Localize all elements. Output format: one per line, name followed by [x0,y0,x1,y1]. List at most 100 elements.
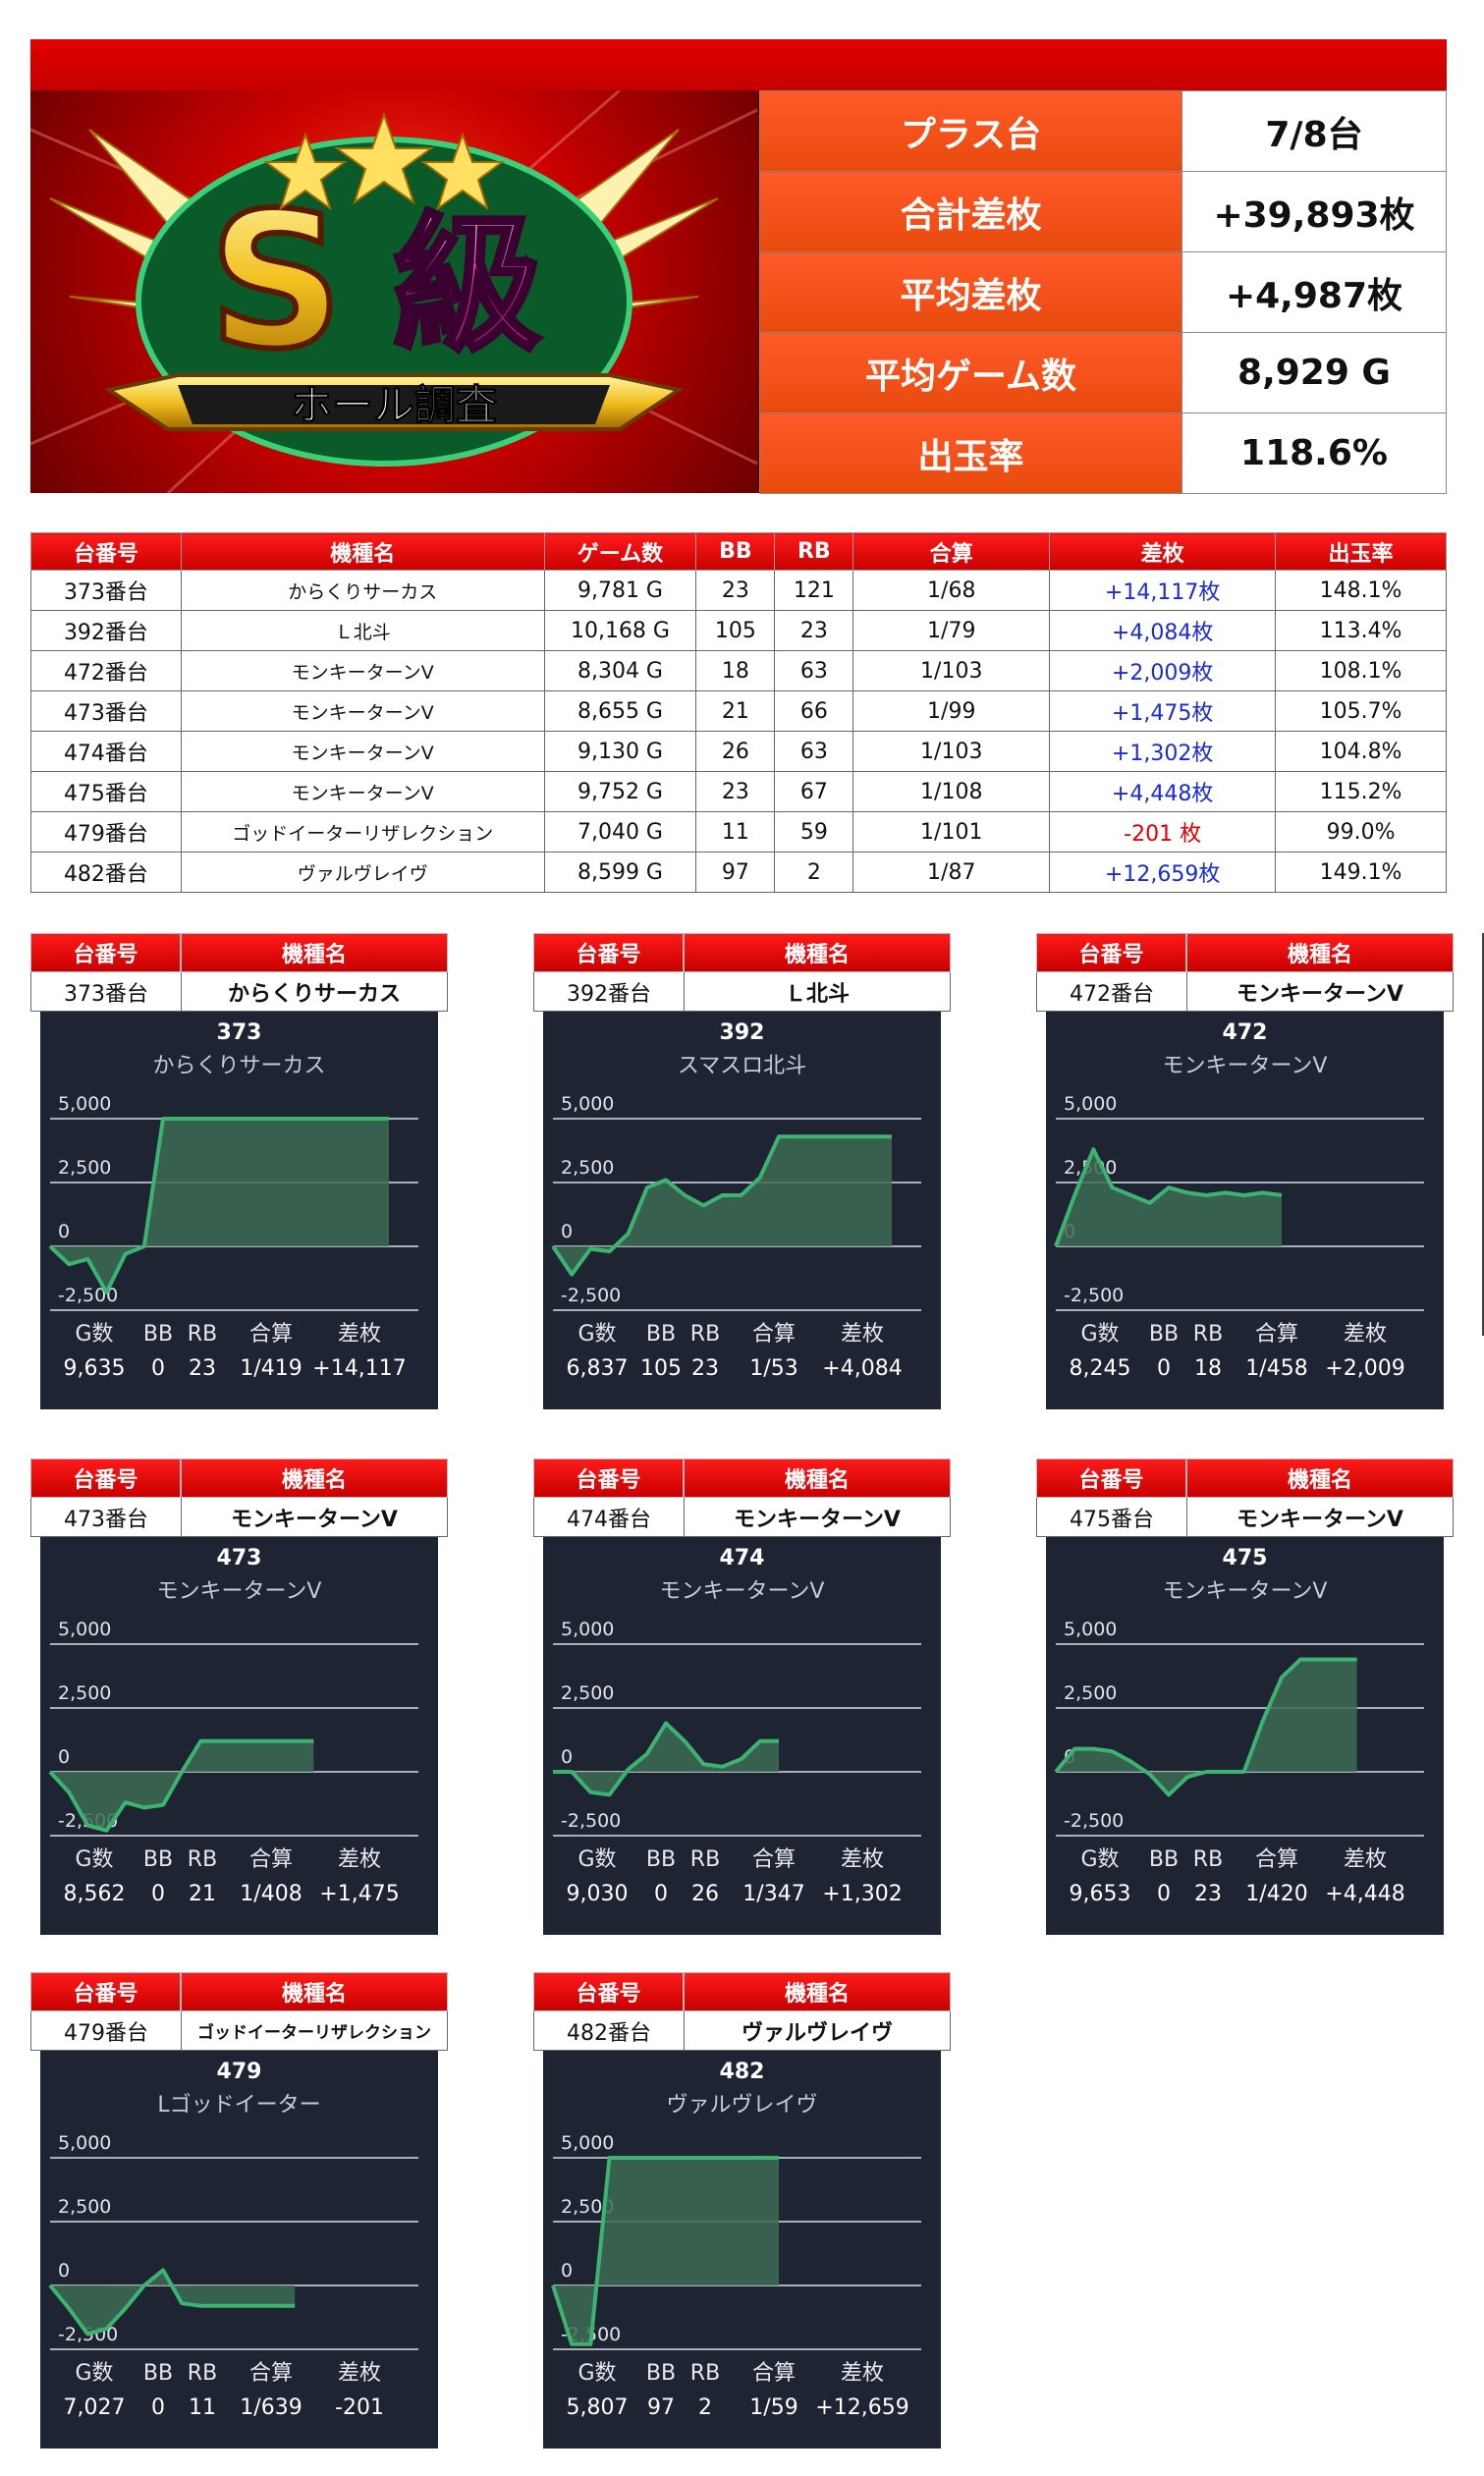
stat-value: 5,807 [567,2395,629,2420]
table-cell: +1,475枚 [1049,690,1277,732]
table-cell: モンキーターンV [180,731,545,772]
y-tick-label: 5,000 [58,1619,111,1640]
table-cell: 1/68 [852,570,1051,611]
card-model-name: からくりサーカス [227,981,401,1007]
card-model-name: モンキーターンV [1237,981,1403,1007]
table-cell: ヴァルヴレイヴ [180,852,545,893]
stat-value: 0 [654,1882,668,1906]
chart-title: 373 [217,1020,262,1045]
card-header-number: 台番号 [1036,1458,1186,1498]
table-cell: 21 [695,690,776,732]
card-model-name: ゴッドイーターリザレクション [197,2023,431,2043]
table-cell: 1/79 [852,610,1051,651]
machine-chart-card: 台番号 機種名 474番台 モンキーターンV 474 モンキーターンV 5,000 2,500… [533,1458,951,1935]
series-area [553,1136,892,1275]
stat-label: 合算 [752,1322,796,1347]
table-cell: 149.1% [1275,852,1447,893]
summary-value: 8,929 G [1182,332,1447,413]
stat-label: 合算 [249,1847,293,1872]
table-cell: 1/99 [852,690,1051,732]
table-row: 475番台 モンキーターンV 9,752 G 23 67 1/108 +4,448枚 115.… [30,771,1447,812]
y-tick-label: 5,000 [561,1093,614,1115]
table-cell: 9,130 G [543,731,697,772]
machine-chart-card: 台番号機種名482番台ヴァルヴレイヴ482ヴァルヴレイヴ5,0002,5000-… [533,1972,951,2448]
table-cell: +4,084枚 [1049,610,1277,651]
summary-row: 平均ゲーム数 8,929 G [759,332,1447,413]
card-unit-number: 392番台 [534,972,685,1011]
table-cell: 1/101 [852,811,1051,853]
stat-value: 7,027 [64,2395,126,2420]
stat-label: 差枚 [338,1847,381,1872]
table-header-cell: 機種名 [180,532,545,571]
chart-panel: 473モンキーターンV5,0002,5000-2,500G数8,562BB0RB… [30,1537,448,1935]
chart-background [40,1537,438,1935]
stat-label: G数 [1080,1847,1119,1872]
table-cell: 59 [774,811,854,853]
stat-label: 合算 [752,2361,796,2386]
stat-label: BB [646,1322,676,1347]
stat-value: +1,302 [822,1882,902,1906]
chart-background [543,1537,941,1935]
table-cell: 8,655 G [543,690,697,732]
stat-value: 1/59 [749,2395,797,2420]
series-area [1056,1659,1357,1795]
table-row: 392番台 Ｌ北斗 10,168 G 105 23 1/79 +4,084枚 113.4% [30,610,1447,651]
card-unit-number: 472番台 [1037,972,1187,1011]
card-unit-number: 475番台 [1037,1498,1187,1536]
table-cell: -201 枚 [1049,811,1277,853]
profit-line-chart: 474 モンキーターンV 5,000 2,500 0 -2,500 G数 9,030 BB 0 RB… [543,1537,941,1935]
stat-value: 0 [151,1356,165,1381]
table-cell: 7,040 G [543,811,697,853]
table-cell: +1,302枚 [1049,731,1277,772]
profit-line-chart: 479Lゴッドイーター5,0002,5000-2,500G数7,027BB0RB… [40,2051,438,2448]
chart-panel: 479 Lゴッドイーター 5,000 2,500 0 -2,500 G数 7,027 BB 0 RB… [30,2051,448,2448]
series-line [551,1134,892,1277]
y-tick-label: 0 [58,1221,70,1242]
stat-value: 105 [640,1356,682,1381]
table-cell: 66 [774,690,854,732]
series-line [1054,1147,1283,1247]
table-cell: 9,781 G [543,570,697,611]
y-tick-label: 5,000 [561,1619,614,1640]
stat-value: 1/408 [240,1882,302,1906]
stat-value: 1/639 [240,2395,302,2420]
table-header-cell: 出玉率 [1275,532,1447,571]
stat-value: 97 [647,2395,675,2420]
summary-row: プラス台 7/8台 [759,90,1447,172]
stat-label: 差枚 [841,1322,884,1347]
table-cell: 1/87 [852,852,1051,893]
chart-panel: 482ヴァルヴレイヴ5,0002,5000-2,500G数5,807BB97RB… [533,2051,951,2448]
table-cell: Ｌ北斗 [180,610,545,651]
chart-subtitle: ヴァルヴレイヴ [666,2093,817,2118]
profit-line-chart: 472モンキーターンV5,0002,5000-2,500G数8,245BB0RB… [1046,1012,1444,1409]
y-tick-label: 5,000 [58,2132,111,2154]
chart-title: 479 [217,2060,262,2084]
table-cell: 1/103 [852,731,1051,772]
series-area [50,2270,296,2335]
stat-value: 9,653 [1070,1882,1131,1906]
chart-panel: 392 スマスロ北斗 5,000 2,500 0 -2,500 G数 6,837 BB 105 RB… [533,1012,951,1409]
series-line [553,1721,779,1797]
stat-value: 26 [691,1882,719,1906]
y-tick-label: 2,500 [561,1157,614,1179]
summary-table: プラス台 7/8台 合計差枚 +39,893枚 平均差枚 +4,987枚 平均ゲーム数… [759,90,1447,494]
chart-subtitle: モンキーターンV [1163,1579,1328,1604]
table-cell: からくりサーカス [180,570,545,611]
card-unit-number: 373番台 [31,972,182,1011]
chart-panel: 474 モンキーターンV 5,000 2,500 0 -2,500 G数 9,030 BB 0 RB… [533,1537,951,1935]
table-cell: 97 [695,852,776,893]
stat-value: 1/419 [240,1356,302,1381]
card-header-number: 台番号 [30,933,181,972]
stat-value: 23 [691,1356,719,1381]
table-cell: 23 [774,610,854,651]
y-tick-label: 0 [58,1746,70,1768]
stat-label: G数 [577,1322,616,1347]
stat-label: 差枚 [338,1322,381,1347]
summary-label: 平均差枚 [759,251,1182,333]
stat-value: 1/458 [1245,1356,1307,1381]
stat-label: 合算 [1255,1322,1298,1347]
stat-value: 0 [151,1882,165,1906]
profit-line-chart: 392 スマスロ北斗 5,000 2,500 0 -2,500 G数 6,837 BB 105 RB… [543,1012,941,1409]
card-unit-number: 473番台 [31,1498,182,1536]
table-header-cell: RB [774,532,854,571]
